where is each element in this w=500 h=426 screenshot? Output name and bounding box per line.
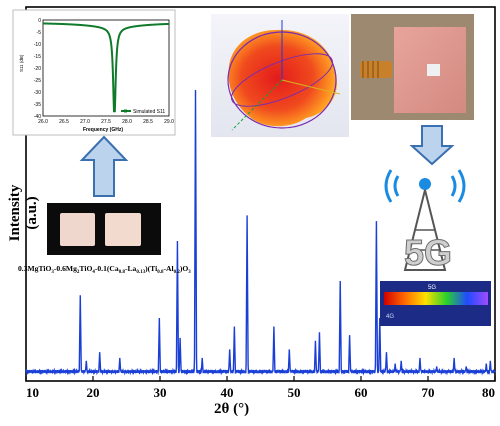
s11-y-tick-label: -20 <box>34 66 41 72</box>
x-tick-label: 10 <box>26 385 39 400</box>
s11-inset: 0 -5 -10 -15 -20 -25 -30 -35 -40 26.0 26.5 27.0 27.… <box>12 9 176 136</box>
s11-x-label: Frequency (GHz) <box>83 127 123 133</box>
s11-y-tick-label: 0 <box>38 18 41 24</box>
s11-y-tick-label: -40 <box>34 114 41 120</box>
s11-x-tick-label: 28.5 <box>143 119 153 125</box>
sample-photo <box>47 203 161 255</box>
5g-label: 5G <box>404 232 452 273</box>
xrd-series-line <box>25 89 496 376</box>
s11-y-tick-label: -25 <box>34 78 41 84</box>
5g-tower-icon: 5G <box>384 169 466 274</box>
sample-caption: 0.3MgTiO3-0.6Mg2TiO4-0.1(Ca0.8-La0.13)(T… <box>18 264 191 275</box>
arrow-up-icon <box>79 135 129 197</box>
antenna-photo <box>351 14 474 120</box>
antenna-connector <box>360 61 392 78</box>
s11-y-tick-label: -35 <box>34 102 41 108</box>
s11-x-tick-label: 26.0 <box>38 119 48 125</box>
s11-y-ticks: 0 -5 -10 -15 -20 -25 -30 -35 -40 <box>34 18 41 120</box>
x-tick-label: 30 <box>154 385 167 400</box>
network-colorbar: 5G 4G <box>380 281 491 326</box>
colorbar-5g-label: 5G <box>428 285 436 291</box>
s11-plot-frame <box>42 19 170 117</box>
s11-x-tick-label: 28.0 <box>122 119 132 125</box>
s11-y-tick-label: -5 <box>37 30 42 36</box>
s11-x-tick-label: 27.0 <box>80 119 90 125</box>
s11-x-tick-label: 26.5 <box>59 119 69 125</box>
x-tick-label: 50 <box>288 385 301 400</box>
sample-pellet-left <box>60 213 95 246</box>
s11-y-tick-label: -30 <box>34 90 41 96</box>
x-axis-label: 2θ (°) <box>214 401 250 417</box>
x-tick-label: 20 <box>87 385 100 400</box>
sample-pellet-right <box>105 213 141 246</box>
s11-x-ticks: 26.0 26.5 27.0 27.5 28.0 28.5 29.0 <box>38 119 174 125</box>
radiation-pattern-inset <box>211 14 349 137</box>
x-tick-label: 80 <box>482 385 495 400</box>
x-ticks: 10 20 30 40 50 60 70 80 <box>25 376 496 400</box>
x-tick-label: 40 <box>221 385 234 400</box>
x-tick-label: 60 <box>355 385 368 400</box>
antenna-patch <box>427 64 440 76</box>
s11-inset-background <box>12 9 176 136</box>
s11-legend-marker <box>124 109 127 113</box>
s11-legend-label: Simulated S11 <box>133 109 165 115</box>
x-tick-label: 70 <box>422 385 435 400</box>
s11-y-tick-label: -15 <box>34 54 41 60</box>
s11-y-label: S11 (dB) <box>19 54 24 72</box>
colorbar-4g-label: 4G <box>386 314 394 320</box>
plot-frame <box>25 6 496 382</box>
s11-x-tick-label: 29.0 <box>164 119 174 125</box>
s11-y-tick-label: -10 <box>34 42 41 48</box>
s11-curve <box>42 22 170 113</box>
s11-x-tick-label: 27.5 <box>101 119 111 125</box>
arrow-down-icon <box>409 125 455 166</box>
